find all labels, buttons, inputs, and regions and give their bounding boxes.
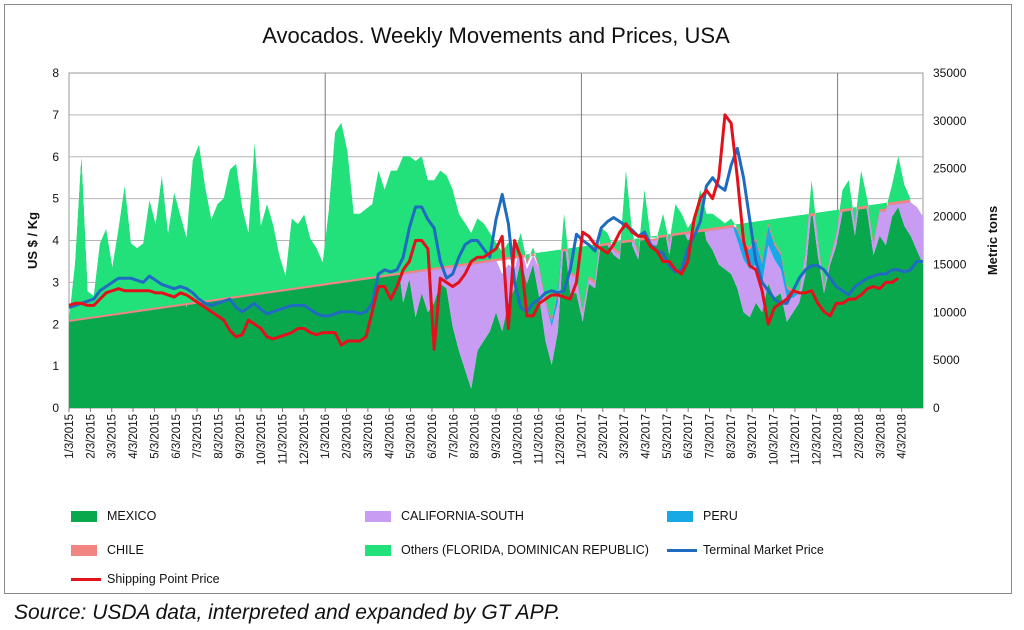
- x-tick-label: 8/3/2017: [726, 414, 738, 459]
- legend-swatch: [71, 510, 97, 522]
- y-left-tick-label: 5: [52, 192, 59, 206]
- y-right-tick-label: 15000: [933, 257, 967, 271]
- area-others: [69, 122, 911, 320]
- x-tick-label: 4/3/2016: [384, 414, 396, 459]
- x-tick-label: 1/3/2015: [64, 414, 76, 459]
- x-tick-label: 4/3/2017: [640, 414, 652, 459]
- x-tick-label: 5/3/2017: [662, 414, 674, 459]
- legend-item-shipping: Shipping Point Price: [71, 572, 220, 586]
- x-tick-label: 12/3/2017: [811, 414, 823, 465]
- x-tick-label: 12/3/2015: [299, 414, 311, 465]
- chart-canvas: 0 1 2 3 4 5 6 7 8 0 5000 10000 15000 20000 25000 30000 3…: [25, 23, 1000, 465]
- y-right-tick-label: 5000: [933, 353, 960, 367]
- legend-label: PERU: [703, 509, 738, 523]
- x-tick-label: 7/3/2017: [705, 414, 717, 459]
- x-tick-label: 10/3/2017: [769, 414, 781, 465]
- x-tick-label: 2/3/2018: [854, 414, 866, 459]
- x-tick-label: 3/3/2016: [363, 414, 375, 459]
- x-tick-label: 7/3/2015: [192, 414, 204, 459]
- legend-label: Shipping Point Price: [107, 572, 220, 586]
- x-tick-label: 4/3/2015: [128, 414, 140, 459]
- x-tick-label: 5/3/2015: [149, 414, 161, 459]
- legend-swatch: [365, 510, 391, 522]
- y-right-tick-label: 35000: [933, 66, 967, 80]
- y-right-tick-label: 25000: [933, 162, 967, 176]
- legend-item-terminal: Terminal Market Price: [667, 543, 824, 557]
- x-tick-label: 11/3/2015: [278, 414, 290, 464]
- x-tick-label: 8/3/2016: [470, 414, 482, 459]
- x-tick-label: 4/3/2018: [897, 414, 909, 459]
- y-left-tick-label: 6: [52, 150, 59, 164]
- x-tick-label: 1/3/2016: [320, 414, 332, 459]
- x-tick-label: 3/3/2015: [107, 414, 119, 459]
- x-tick-label: 8/3/2015: [213, 414, 225, 459]
- y-axis-right-label: Metric tons: [985, 206, 1000, 275]
- y-left-tick-label: 4: [52, 234, 59, 248]
- y-left-tick-label: 3: [52, 275, 59, 289]
- y-left-tick-label: 7: [52, 108, 59, 122]
- legend-swatch: [71, 577, 101, 581]
- x-tick-label: 9/3/2017: [747, 414, 759, 459]
- x-tick-label: 11/3/2016: [534, 414, 546, 464]
- x-tick-label: 10/3/2015: [256, 414, 268, 465]
- x-tick-label: 2/3/2017: [598, 414, 610, 459]
- legend-swatch: [365, 544, 391, 556]
- x-tick-label: 10/3/2016: [512, 414, 524, 465]
- y-right-tick-label: 20000: [933, 210, 967, 224]
- y-left-tick-label: 2: [52, 317, 59, 331]
- legend-swatch: [667, 548, 697, 552]
- legend-item-chile: CHILE: [71, 543, 144, 557]
- legend-label: CHILE: [107, 543, 144, 557]
- x-tick-label: 5/3/2016: [406, 414, 418, 459]
- source-caption: Source: USDA data, interpreted and expan…: [14, 601, 561, 624]
- y-left-tick-label: 0: [52, 401, 59, 415]
- legend-label: Others (FLORIDA, DOMINICAN REPUBLIC): [401, 543, 649, 557]
- x-tick-label: 11/3/2017: [790, 414, 802, 464]
- x-tick-label: 3/3/2017: [619, 414, 631, 459]
- y-left-tick-label: 1: [52, 359, 59, 373]
- x-tick-label: 6/3/2017: [683, 414, 695, 459]
- legend-label: Terminal Market Price: [703, 543, 824, 557]
- chart-title: Avocados. Weekly Movements and Prices, U…: [262, 23, 730, 48]
- legend-item-peru: PERU: [667, 509, 738, 523]
- legend-label: CALIFORNIA-SOUTH: [401, 509, 524, 523]
- x-tick-label: 9/3/2016: [491, 414, 503, 459]
- y-left-tick-label: 8: [52, 66, 59, 80]
- legend-item-others: Others (FLORIDA, DOMINICAN REPUBLIC): [365, 543, 649, 557]
- y-right-tick-label: 0: [933, 401, 940, 415]
- legend-swatch: [71, 544, 97, 556]
- legend-item-mexico: MEXICO: [71, 509, 156, 523]
- y-axis-left-label: US $ / Kg: [25, 212, 40, 269]
- x-tick-label: 7/3/2016: [448, 414, 460, 459]
- legend-swatch: [667, 510, 693, 522]
- chart-frame: 0 1 2 3 4 5 6 7 8 0 5000 10000 15000 20000 25000 30000 3…: [4, 4, 1012, 594]
- x-tick-label: 9/3/2015: [235, 414, 247, 459]
- line-shipping: [68, 113, 900, 351]
- x-tick-label: 6/3/2016: [427, 414, 439, 459]
- x-tick-label: 2/3/2016: [342, 414, 354, 459]
- x-tick-label: 2/3/2015: [85, 414, 97, 459]
- x-tick-label: 1/3/2018: [833, 414, 845, 459]
- x-tick-label: 1/3/2017: [576, 414, 588, 459]
- x-tick-label: 12/3/2016: [555, 414, 567, 465]
- x-tick-label: 3/3/2018: [875, 414, 887, 459]
- x-tick-label: 6/3/2015: [171, 414, 183, 459]
- y-right-tick-label: 10000: [933, 305, 967, 319]
- area-mexico: [69, 130, 923, 408]
- y-right-tick-label: 30000: [933, 114, 967, 128]
- legend-label: MEXICO: [107, 509, 157, 523]
- legend-item-california: CALIFORNIA-SOUTH: [365, 509, 524, 523]
